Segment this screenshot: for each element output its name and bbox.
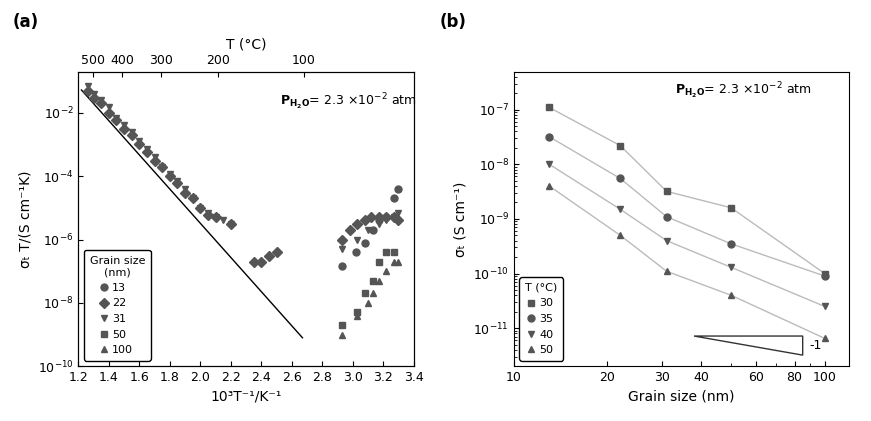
Y-axis label: σₜ (S cm⁻¹): σₜ (S cm⁻¹) bbox=[454, 181, 468, 257]
Legend: 30, 35, 40, 50: 30, 35, 40, 50 bbox=[519, 277, 563, 361]
X-axis label: T (°C): T (°C) bbox=[226, 37, 267, 51]
X-axis label: 10³T⁻¹/K⁻¹: 10³T⁻¹/K⁻¹ bbox=[211, 390, 281, 404]
Text: $\mathbf{P_{H_2O}}$= 2.3 ×10$^{-2}$ atm: $\mathbf{P_{H_2O}}$= 2.3 ×10$^{-2}$ atm bbox=[280, 92, 416, 112]
Legend: 13, 22, 31, 50, 100: 13, 22, 31, 50, 100 bbox=[84, 250, 151, 361]
Text: -1: -1 bbox=[809, 339, 821, 352]
Y-axis label: σₜ T/(S cm⁻¹K): σₜ T/(S cm⁻¹K) bbox=[18, 170, 32, 268]
Text: (b): (b) bbox=[440, 13, 467, 31]
Text: $\mathbf{P_{H_2O}}$= 2.3 ×10$^{-2}$ atm: $\mathbf{P_{H_2O}}$= 2.3 ×10$^{-2}$ atm bbox=[675, 80, 812, 101]
Text: (a): (a) bbox=[13, 13, 39, 31]
X-axis label: Grain size (nm): Grain size (nm) bbox=[628, 390, 735, 404]
